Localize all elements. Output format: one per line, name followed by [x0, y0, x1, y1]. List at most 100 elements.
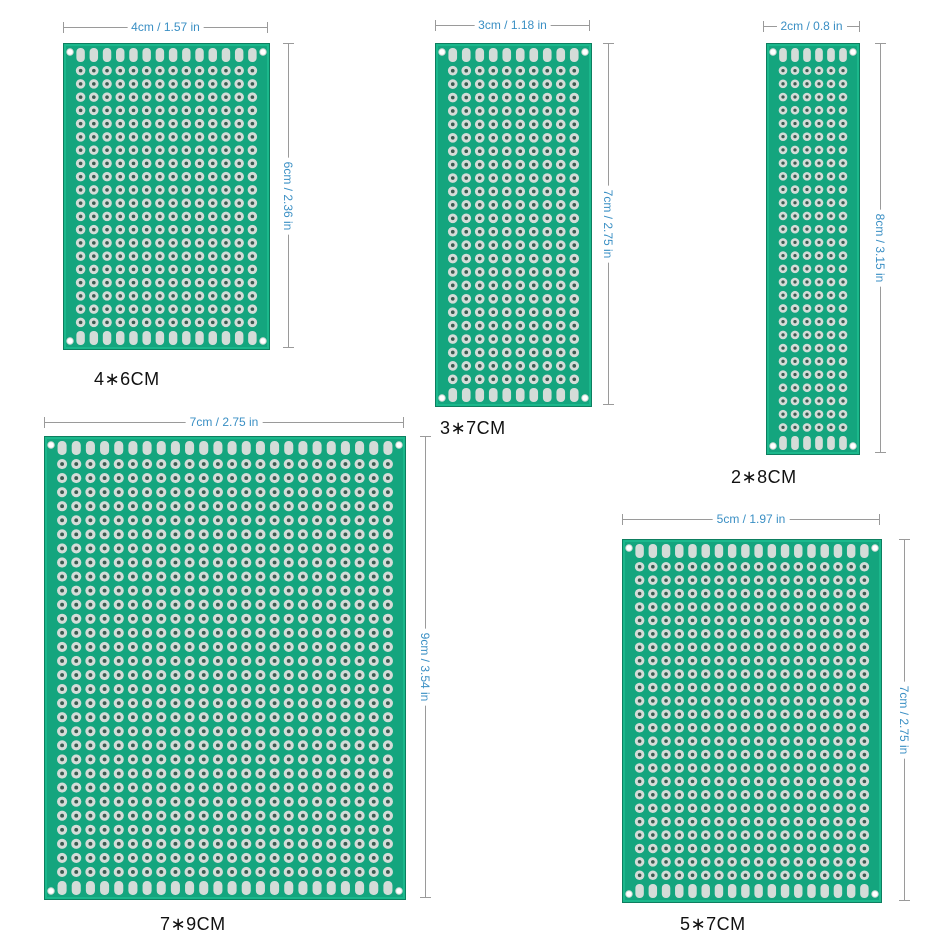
pad-hole: [464, 95, 469, 100]
pad-hole: [244, 673, 249, 677]
pad-hole: [677, 685, 682, 690]
pad-hole: [224, 214, 228, 219]
pad-hole: [558, 216, 563, 221]
pad-hole: [286, 799, 291, 804]
pad-hole: [187, 757, 192, 762]
edge-pad: [102, 331, 112, 345]
pad-hole: [131, 307, 136, 311]
pad-hole: [637, 685, 642, 690]
pad-hole: [250, 280, 255, 285]
pad-hole: [572, 323, 577, 328]
pad-hole: [184, 227, 189, 232]
pad-hole: [210, 121, 215, 126]
pad-hole: [730, 618, 734, 623]
pad-hole: [329, 546, 334, 551]
pad-hole: [315, 588, 320, 593]
edge-pad: [156, 441, 166, 455]
pad-hole: [118, 108, 123, 113]
width-label-7x9: 7cm / 2.75 in: [185, 413, 263, 431]
pad-hole: [144, 241, 149, 245]
pad-hole: [545, 122, 550, 127]
pad-hole: [651, 618, 655, 623]
pad-hole: [201, 546, 206, 551]
pad-hole: [201, 855, 206, 860]
pad-hole: [491, 203, 496, 207]
pad-hole: [805, 306, 809, 311]
pad-hole: [116, 560, 121, 565]
pad-hole: [343, 687, 348, 692]
pad-hole: [131, 135, 136, 139]
pad-hole: [756, 846, 761, 851]
pad-hole: [244, 490, 249, 495]
pad-hole: [385, 504, 390, 509]
pad-hole: [743, 631, 748, 636]
pad-hole: [187, 476, 192, 481]
pad-hole: [829, 68, 833, 73]
pad-hole: [637, 712, 642, 717]
pad-hole: [300, 785, 305, 790]
pad-hole: [545, 323, 550, 328]
pad-hole: [756, 591, 761, 596]
pad-hole: [730, 645, 734, 650]
pad-hole: [315, 827, 320, 832]
pad-hole: [224, 82, 228, 86]
pad-hole: [572, 135, 577, 140]
pad-hole: [491, 323, 496, 328]
edge-pad: [839, 436, 847, 450]
pad-hole: [224, 68, 228, 73]
pad-hole: [730, 792, 734, 797]
pad-hole: [105, 214, 109, 219]
pad-hole: [130, 574, 135, 579]
pad-hole: [651, 819, 655, 824]
pad-hole: [836, 578, 840, 582]
pad-hole: [286, 490, 291, 495]
pad-hole: [756, 699, 761, 703]
pad-hole: [805, 95, 809, 99]
pad-hole: [756, 819, 761, 824]
pad-hole: [730, 712, 734, 717]
pad-hole: [286, 841, 291, 846]
pad-hole: [781, 333, 785, 337]
pad-hole: [184, 307, 189, 311]
pad-hole: [329, 532, 334, 537]
edge-pad: [515, 48, 525, 62]
pad-hole: [450, 216, 455, 221]
pad-hole: [822, 779, 827, 784]
pad-hole: [215, 813, 220, 818]
pad-hole: [315, 546, 320, 551]
pad-hole: [677, 833, 682, 837]
pad-hole: [730, 819, 734, 824]
pad-hole: [637, 658, 642, 663]
pad-hole: [343, 490, 348, 495]
pad-hole: [450, 109, 455, 113]
pad-hole: [849, 860, 853, 864]
pad-hole: [237, 320, 241, 325]
pad-hole: [74, 504, 79, 509]
pad-hole: [158, 121, 162, 126]
pad-hole: [250, 148, 255, 152]
pad-hole: [329, 827, 334, 832]
pad-hole: [184, 320, 189, 325]
pad-hole: [272, 602, 277, 607]
edge-pad: [270, 441, 280, 455]
pad-hole: [770, 725, 774, 730]
pad-hole: [805, 280, 809, 284]
pad-hole: [357, 771, 362, 776]
pad-hole: [88, 827, 93, 832]
pad-hole: [756, 658, 761, 663]
pad-hole: [329, 616, 334, 621]
pad-hole: [385, 588, 390, 593]
edge-pad: [312, 881, 322, 895]
pad-hole: [770, 739, 774, 743]
edge-pad: [569, 388, 579, 402]
pad-hole: [74, 574, 79, 579]
pad-hole: [250, 320, 255, 325]
pad-hole: [244, 630, 249, 635]
pad-hole: [690, 564, 695, 569]
pad-hole: [822, 578, 827, 582]
pad-hole: [849, 645, 853, 650]
pad-hole: [159, 616, 164, 621]
pad-hole: [343, 743, 348, 748]
mounting-hole: [581, 394, 589, 402]
pad-hole: [805, 240, 809, 245]
